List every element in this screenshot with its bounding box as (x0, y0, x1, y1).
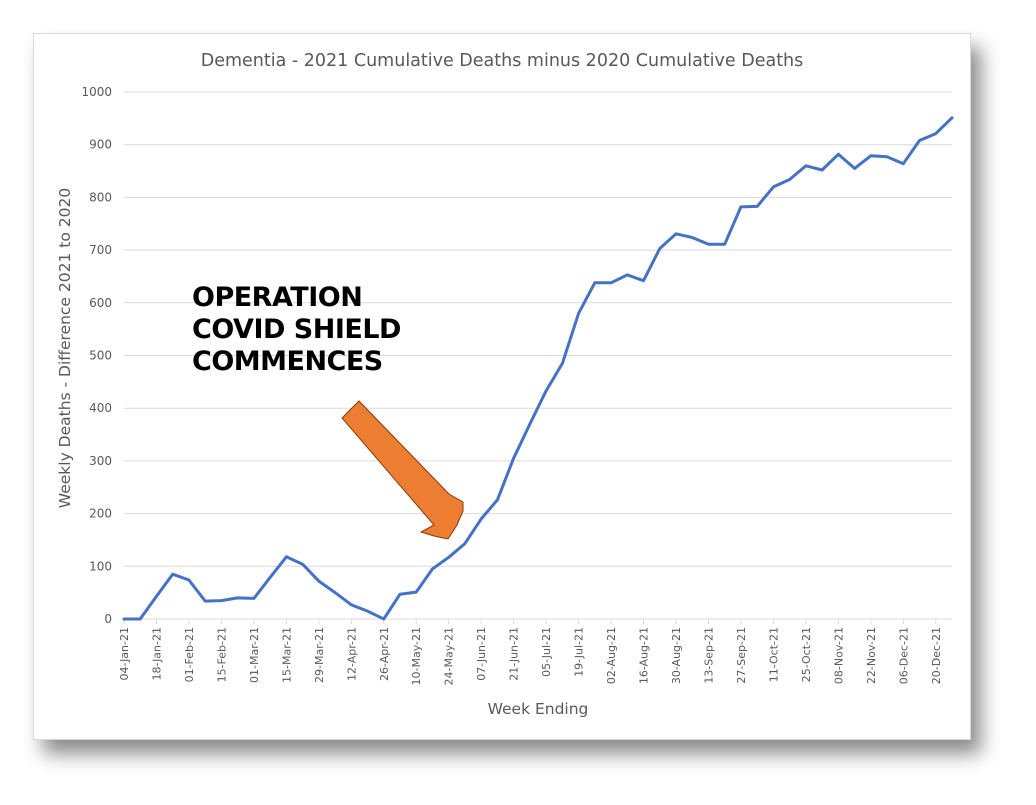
y-tick-label: 700 (89, 243, 112, 257)
x-tick-label: 15-Feb-21 (215, 627, 228, 682)
annotation: OPERATION COVID SHIELD COMMENCES (192, 282, 464, 540)
x-tick-label: 25-Oct-21 (800, 627, 813, 682)
x-tick-label: 22-Nov-21 (865, 627, 878, 684)
x-tick-label: 11-Oct-21 (767, 627, 780, 682)
x-tick-label: 13-Sep-21 (702, 627, 715, 684)
y-tick-label: 600 (89, 296, 112, 310)
x-axis-ticks: 04-Jan-21 18-Jan-21 01-Feb-21 15-Feb-21 01-M… (118, 619, 943, 685)
x-tick-label: 04-Jan-21 (118, 627, 131, 681)
x-tick-label: 18-Jan-21 (150, 627, 163, 681)
x-tick-label: 06-Dec-21 (897, 627, 910, 684)
x-tick-label: 10-May-21 (410, 627, 423, 685)
x-tick-label: 20-Dec-21 (930, 627, 943, 684)
x-tick-label: 21-Jun-21 (508, 627, 521, 681)
y-tick-label: 1000 (81, 85, 112, 99)
x-tick-label: 02-Aug-21 (605, 627, 618, 684)
x-tick-label: 15-Mar-21 (280, 627, 293, 683)
annotation-line-3: COMMENCES (192, 346, 383, 377)
gridlines (124, 91, 952, 567)
series-line-difference (122, 116, 954, 621)
y-tick-label: 0 (104, 612, 112, 626)
x-tick-label: 07-Jun-21 (475, 627, 488, 681)
y-tick-label: 300 (89, 454, 112, 468)
x-tick-label: 01-Feb-21 (183, 627, 196, 682)
x-axis-label: Week Ending (488, 700, 589, 718)
y-tick-label: 800 (89, 190, 112, 204)
annotation-line-1: OPERATION (192, 282, 362, 313)
y-axis-label: Weekly Deaths - Difference 2021 to 2020 (56, 188, 74, 508)
y-tick-label: 100 (89, 559, 112, 573)
chart-title: Dementia - 2021 Cumulative Deaths minus … (201, 51, 804, 71)
x-tick-label: 30-Aug-21 (670, 627, 683, 684)
y-tick-label: 900 (89, 138, 112, 152)
chart-card: Dementia - 2021 Cumulative Deaths minus … (33, 33, 971, 740)
x-tick-label: 26-Apr-21 (378, 627, 391, 681)
x-tick-label: 27-Sep-21 (735, 627, 748, 684)
x-tick-label: 05-Jul-21 (540, 627, 553, 677)
y-tick-label: 200 (89, 507, 112, 521)
chart: Dementia - 2021 Cumulative Deaths minus … (56, 51, 954, 718)
arrow-icon (341, 400, 464, 540)
x-tick-label: 24-May-21 (443, 627, 456, 685)
x-tick-label: 01-Mar-21 (248, 627, 261, 683)
y-axis-ticks: 0 100 200 300 400 500 600 700 800 900 1000 (81, 85, 112, 626)
y-tick-label: 500 (89, 349, 112, 363)
x-tick-label: 29-Mar-21 (313, 627, 326, 683)
x-tick-label: 16-Aug-21 (638, 627, 651, 684)
annotation-line-2: COVID SHIELD (192, 314, 401, 345)
x-tick-label: 12-Apr-21 (345, 627, 358, 681)
x-tick-label: 19-Jul-21 (573, 627, 586, 677)
y-tick-label: 400 (89, 401, 112, 415)
x-tick-label: 08-Nov-21 (832, 627, 845, 684)
